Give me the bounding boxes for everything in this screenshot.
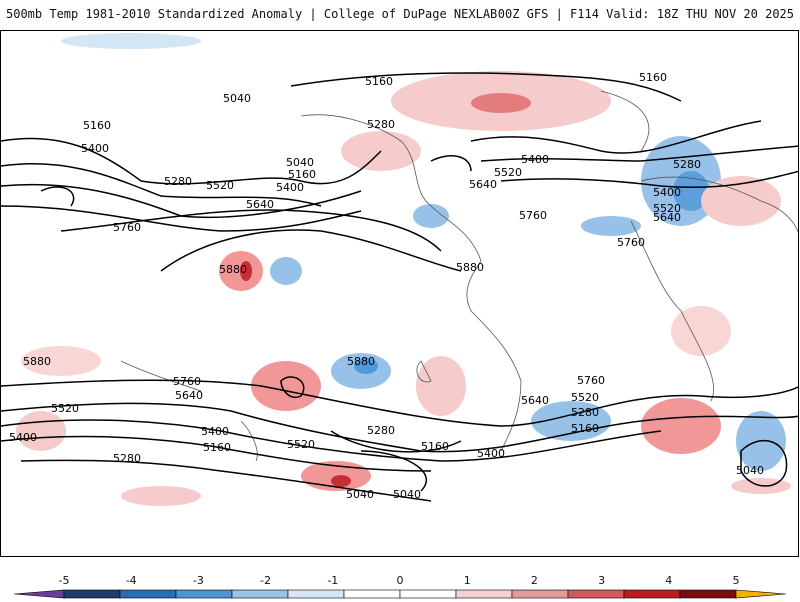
contour-label: 5160 xyxy=(571,422,599,435)
model-run-info: 00Z GFS | F114 Valid: 18Z THU NOV 20 202… xyxy=(497,7,794,21)
contour-label: 5160 xyxy=(421,440,449,453)
contour-label: 5160 xyxy=(288,168,316,181)
coastlines xyxy=(120,90,798,462)
colorbar-segment xyxy=(231,589,289,599)
contour-label: 5880 xyxy=(219,263,247,276)
contour-label: 5160 xyxy=(365,75,393,88)
contour-label: 5760 xyxy=(173,375,201,388)
contour-label: 5160 xyxy=(83,119,111,132)
contour-label: 5160 xyxy=(639,71,667,84)
contour-label: 5400 xyxy=(653,186,681,199)
colorbar-tick-label: 3 xyxy=(598,574,606,587)
colorbar-segment xyxy=(623,589,681,599)
map-svg: 5160 5040 5160 5400 5280 5520 5400 5640 … xyxy=(1,33,798,506)
colorbar-segment xyxy=(343,589,401,599)
contour-label: 5280 xyxy=(673,158,701,171)
anomaly-map: 5160 5040 5160 5400 5280 5520 5400 5640 … xyxy=(0,30,799,557)
colorbar-segment xyxy=(175,589,233,599)
contour-label: 5160 xyxy=(203,441,231,454)
colorbar-svg xyxy=(14,589,786,599)
contour-labels: 5160 5040 5160 5400 5280 5520 5400 5640 … xyxy=(9,71,764,501)
contour-label: 5640 xyxy=(521,394,549,407)
contour-label: 5040 xyxy=(286,156,314,169)
contour-label: 5400 xyxy=(9,431,37,444)
map-title: 500mb Temp 1981-2010 Standardized Anomal… xyxy=(6,7,498,21)
contour-label: 5040 xyxy=(223,92,251,105)
contour-label: 5040 xyxy=(736,464,764,477)
colorbar-tick-label: -2 xyxy=(260,574,272,587)
colorbar-right-arrow xyxy=(735,589,786,599)
contour-label: 5400 xyxy=(521,153,549,166)
contour-label: 5400 xyxy=(201,425,229,438)
contour-label: 5040 xyxy=(393,488,421,501)
contour-label: 5280 xyxy=(113,452,141,465)
anomaly-shading xyxy=(16,33,791,506)
contour-label: 5400 xyxy=(81,142,109,155)
colorbar-tick-label: 0 xyxy=(396,574,404,587)
colorbar-segments xyxy=(14,589,786,599)
contour-label: 5280 xyxy=(164,175,192,188)
contour-label: 5280 xyxy=(367,118,395,131)
contour-label: 5280 xyxy=(571,406,599,419)
colorbar-left-arrow xyxy=(14,589,65,599)
colorbar-segment xyxy=(679,589,737,599)
contour-label: 5280 xyxy=(367,424,395,437)
colorbar-tick-label: 1 xyxy=(463,574,471,587)
colorbar-tick-label: -1 xyxy=(327,574,339,587)
contour-label: 5880 xyxy=(23,355,51,368)
colorbar-segment xyxy=(399,589,457,599)
colorbar-segment xyxy=(63,589,121,599)
contour-label: 5520 xyxy=(206,179,234,192)
contour-label: 5520 xyxy=(494,166,522,179)
colorbar-segment xyxy=(567,589,625,599)
colorbar-tick-label: 4 xyxy=(665,574,673,587)
contour-label: 5760 xyxy=(617,236,645,249)
colorbar-tick-label: -3 xyxy=(192,574,204,587)
contour-label: 5040 xyxy=(346,488,374,501)
colorbar-segment xyxy=(455,589,513,599)
header: 500mb Temp 1981-2010 Standardized Anomal… xyxy=(0,0,800,28)
contour-label: 5520 xyxy=(653,202,681,215)
contour-label: 5400 xyxy=(477,447,505,460)
colorbar-tick-label: 2 xyxy=(530,574,538,587)
contour-label: 5880 xyxy=(456,261,484,274)
contour-label: 5520 xyxy=(51,402,79,415)
contour-label: 5760 xyxy=(113,221,141,234)
contour-label: 5640 xyxy=(175,389,203,402)
colorbar-tick-label: -4 xyxy=(125,574,137,587)
colorbar-tick-label: 5 xyxy=(732,574,740,587)
contour-label: 5880 xyxy=(347,355,375,368)
contour-label: 5640 xyxy=(246,198,274,211)
contour-label: 5400 xyxy=(276,181,304,194)
colorbar-segment xyxy=(287,589,345,599)
contour-label: 5640 xyxy=(469,178,497,191)
contour-label: 5520 xyxy=(287,438,315,451)
colorbar-segment xyxy=(511,589,569,599)
colorbar-tick-label: -5 xyxy=(58,574,70,587)
height-contours xyxy=(1,72,798,502)
contour-label: 5520 xyxy=(571,391,599,404)
colorbar: -5 -4 -3 -2 -1 0 1 2 3 4 5 xyxy=(14,574,786,599)
contour-label: 5760 xyxy=(577,374,605,387)
contour-label: 5640 xyxy=(653,211,681,224)
contour-label: 5760 xyxy=(519,209,547,222)
colorbar-segment xyxy=(119,589,177,599)
